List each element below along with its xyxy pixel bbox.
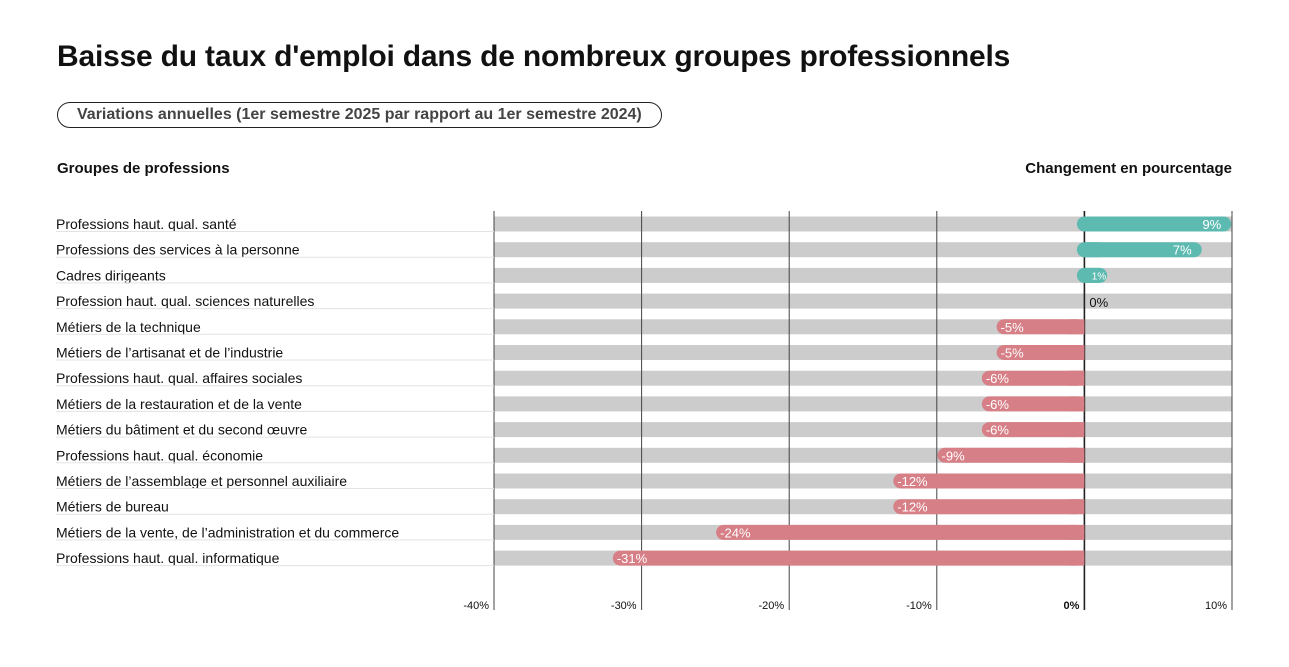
bar bbox=[893, 473, 1085, 489]
category-label: Métiers de la vente, de l’administration… bbox=[56, 524, 399, 540]
bar-end bbox=[1069, 319, 1085, 335]
chart-title: Baisse du taux d'emploi dans de nombreux… bbox=[57, 40, 1011, 73]
bar-end bbox=[1069, 447, 1085, 463]
value-label: 9% bbox=[1202, 217, 1221, 232]
bar bbox=[716, 524, 1085, 540]
x-tick-label: 0% bbox=[1063, 600, 1079, 612]
bar-track bbox=[494, 396, 1232, 412]
category-label: Métiers de l’artisanat et de l’industrie bbox=[56, 345, 283, 361]
value-label: -6% bbox=[986, 423, 1010, 438]
value-label: 7% bbox=[1173, 243, 1192, 258]
bar-track bbox=[494, 267, 1232, 283]
bar bbox=[996, 345, 1085, 360]
track-layer bbox=[494, 216, 1232, 566]
value-label: 0% bbox=[1089, 295, 1108, 310]
bar-track bbox=[494, 319, 1232, 335]
value-label: -12% bbox=[897, 500, 928, 515]
x-tick-label: -40% bbox=[463, 600, 489, 612]
value-label: -6% bbox=[986, 397, 1010, 412]
category-label: Professions haut. qual. santé bbox=[56, 216, 237, 232]
category-label: Métiers de la technique bbox=[56, 319, 201, 335]
bar bbox=[1076, 242, 1202, 258]
bar-end bbox=[1069, 370, 1085, 386]
category-label: Métiers de bureau bbox=[56, 499, 169, 515]
bar-end bbox=[1069, 396, 1085, 412]
bar-end bbox=[1069, 499, 1085, 515]
bar bbox=[996, 319, 1085, 335]
value-label: 1% bbox=[1092, 271, 1107, 282]
bar-track bbox=[494, 293, 1232, 309]
bar bbox=[937, 447, 1085, 463]
bar bbox=[893, 499, 1085, 515]
bar-track bbox=[494, 242, 1232, 258]
bar bbox=[981, 370, 1085, 386]
category-label: Profession haut. qual. sciences naturell… bbox=[56, 293, 314, 309]
bar-end bbox=[1069, 345, 1085, 360]
category-label: Professions haut. qual. informatique bbox=[56, 550, 280, 566]
value-label: -9% bbox=[942, 448, 966, 463]
bar bbox=[981, 422, 1085, 438]
bar-track bbox=[494, 216, 1232, 232]
bar-track bbox=[494, 499, 1232, 515]
bar bbox=[612, 550, 1085, 566]
value-label: -5% bbox=[1001, 346, 1025, 361]
bar-track bbox=[494, 345, 1232, 360]
bar-end bbox=[1069, 550, 1085, 566]
category-label: Professions haut. qual. économie bbox=[56, 447, 263, 463]
value-label: -24% bbox=[720, 525, 751, 540]
bar-track bbox=[494, 370, 1232, 386]
x-tick-label: 10% bbox=[1205, 600, 1227, 612]
bar-track bbox=[494, 422, 1232, 438]
x-tick-label: -20% bbox=[759, 600, 785, 612]
value-label: -6% bbox=[986, 371, 1010, 386]
bar-end bbox=[1069, 524, 1085, 540]
values-header: Changement en pourcentage bbox=[1025, 160, 1232, 177]
bar-track bbox=[494, 447, 1232, 463]
bar bbox=[1076, 216, 1232, 232]
bar-end bbox=[1084, 242, 1100, 258]
bar-end bbox=[1084, 216, 1100, 232]
category-label: Cadres dirigeants bbox=[56, 267, 166, 283]
bar-track bbox=[494, 473, 1232, 489]
category-label: Métiers de l’assemblage et personnel aux… bbox=[56, 473, 347, 489]
categories-header: Groupes de professions bbox=[57, 160, 230, 177]
bar-end bbox=[1069, 422, 1085, 438]
bar-end bbox=[1069, 473, 1085, 489]
text-layer: Professions haut. qual. santé 9% Professio… bbox=[56, 216, 1227, 612]
category-label: Professions haut. qual. affaires sociale… bbox=[56, 370, 302, 386]
x-tick-label: -10% bbox=[906, 600, 932, 612]
value-label: -5% bbox=[1001, 320, 1025, 335]
bar bbox=[981, 396, 1085, 412]
category-label: Professions des services à la personne bbox=[56, 242, 300, 258]
value-label: -12% bbox=[897, 474, 928, 489]
chart-subtitle: Variations annuelles (1er semestre 2025 … bbox=[57, 102, 662, 128]
category-label: Métiers du bâtiment et du second œuvre bbox=[56, 422, 308, 438]
value-label: -31% bbox=[617, 551, 648, 566]
x-tick-label: -30% bbox=[611, 600, 637, 612]
bar-layer bbox=[612, 216, 1232, 566]
category-label: Métiers de la restauration et de la vent… bbox=[56, 396, 302, 412]
bar-end bbox=[1084, 267, 1100, 283]
